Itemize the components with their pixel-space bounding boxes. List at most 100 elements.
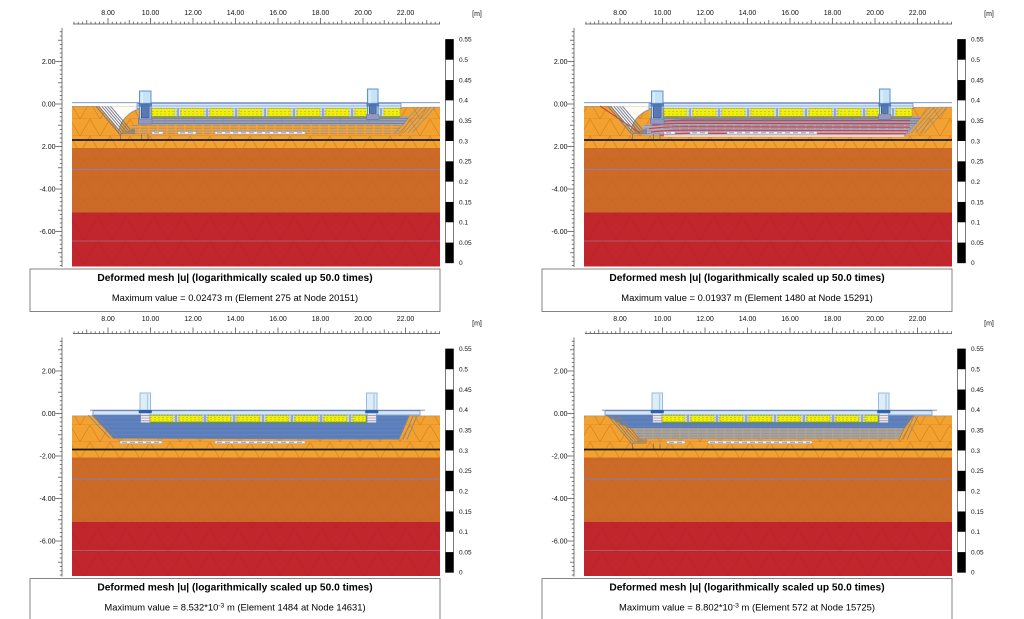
svg-text:Maximum value = 0.02473 m (Ele: Maximum value = 0.02473 m (Element 275 a… bbox=[112, 292, 358, 303]
svg-text:0.5: 0.5 bbox=[459, 367, 468, 374]
svg-text:0.3: 0.3 bbox=[971, 448, 980, 455]
svg-text:22.00: 22.00 bbox=[397, 10, 415, 17]
svg-text:Maximum value = 0.01937 m (Ele: Maximum value = 0.01937 m (Element 1480 … bbox=[621, 292, 872, 303]
svg-text:0.3: 0.3 bbox=[459, 448, 468, 455]
svg-text:0: 0 bbox=[971, 570, 975, 577]
svg-text:0.55: 0.55 bbox=[971, 37, 984, 44]
svg-text:[m]: [m] bbox=[472, 11, 482, 18]
svg-text:Deformed mesh |u| (logarithmic: Deformed mesh |u| (logarithmically scale… bbox=[609, 273, 884, 284]
svg-text:0.1: 0.1 bbox=[971, 220, 980, 227]
svg-text:0.55: 0.55 bbox=[971, 346, 984, 353]
svg-text:22.00: 22.00 bbox=[909, 316, 927, 323]
svg-text:16.00: 16.00 bbox=[781, 10, 799, 17]
svg-text:10.00: 10.00 bbox=[654, 316, 672, 323]
svg-text:0.55: 0.55 bbox=[459, 346, 472, 353]
svg-text:16.00: 16.00 bbox=[269, 316, 287, 323]
svg-text:0.1: 0.1 bbox=[459, 529, 468, 536]
svg-text:16.00: 16.00 bbox=[781, 316, 799, 323]
svg-text:0.00: 0.00 bbox=[554, 101, 568, 108]
svg-text:2.00: 2.00 bbox=[554, 59, 568, 66]
svg-text:0.1: 0.1 bbox=[459, 220, 468, 227]
svg-text:0.5: 0.5 bbox=[971, 57, 980, 64]
svg-text:8.00: 8.00 bbox=[613, 316, 627, 323]
svg-text:0.05: 0.05 bbox=[971, 240, 984, 247]
svg-text:0.15: 0.15 bbox=[459, 509, 472, 516]
svg-text:0.4: 0.4 bbox=[459, 98, 468, 105]
svg-text:Maximum value = 8.532*10-3 m (: Maximum value = 8.532*10-3 m (Element 14… bbox=[104, 602, 365, 613]
svg-text:12.00: 12.00 bbox=[696, 10, 714, 17]
svg-text:0.25: 0.25 bbox=[971, 159, 984, 166]
svg-text:Deformed mesh |u| (logarithmic: Deformed mesh |u| (logarithmically scale… bbox=[609, 583, 884, 594]
svg-text:0.00: 0.00 bbox=[554, 411, 568, 418]
svg-text:18.00: 18.00 bbox=[312, 316, 330, 323]
svg-text:18.00: 18.00 bbox=[824, 10, 842, 17]
svg-text:0.35: 0.35 bbox=[971, 427, 984, 434]
svg-text:20.00: 20.00 bbox=[866, 10, 884, 17]
svg-text:8.00: 8.00 bbox=[101, 316, 115, 323]
svg-text:12.00: 12.00 bbox=[696, 316, 714, 323]
svg-text:0.15: 0.15 bbox=[971, 509, 984, 516]
svg-text:14.00: 14.00 bbox=[739, 10, 757, 17]
svg-text:0.2: 0.2 bbox=[971, 488, 980, 495]
svg-text:2.00: 2.00 bbox=[42, 144, 56, 151]
svg-text:0.45: 0.45 bbox=[971, 387, 984, 394]
svg-text:0.35: 0.35 bbox=[971, 118, 984, 125]
svg-text:0.45: 0.45 bbox=[971, 77, 984, 84]
svg-text:10.00: 10.00 bbox=[654, 10, 672, 17]
svg-text:0.25: 0.25 bbox=[459, 468, 472, 475]
svg-text:Deformed mesh |u| (logarithmic: Deformed mesh |u| (logarithmically scale… bbox=[97, 273, 372, 284]
svg-text:0.3: 0.3 bbox=[971, 138, 980, 145]
svg-text:-4.00: -4.00 bbox=[40, 496, 56, 503]
svg-text:12.00: 12.00 bbox=[184, 316, 202, 323]
svg-text:[m]: [m] bbox=[984, 11, 994, 18]
svg-text:0.05: 0.05 bbox=[459, 549, 472, 556]
svg-text:20.00: 20.00 bbox=[866, 316, 884, 323]
svg-text:0.25: 0.25 bbox=[459, 159, 472, 166]
svg-text:-6.00: -6.00 bbox=[40, 538, 56, 545]
svg-text:0.15: 0.15 bbox=[459, 199, 472, 206]
svg-text:2.00: 2.00 bbox=[554, 368, 568, 375]
svg-text:14.00: 14.00 bbox=[739, 316, 757, 323]
svg-text:0.05: 0.05 bbox=[971, 549, 984, 556]
svg-text:[m]: [m] bbox=[472, 321, 482, 328]
svg-text:0.1: 0.1 bbox=[971, 529, 980, 536]
svg-text:0.15: 0.15 bbox=[971, 199, 984, 206]
svg-text:-6.00: -6.00 bbox=[40, 229, 56, 236]
svg-text:0.2: 0.2 bbox=[971, 179, 980, 186]
svg-text:-6.00: -6.00 bbox=[552, 229, 568, 236]
svg-text:22.00: 22.00 bbox=[397, 316, 415, 323]
svg-text:2.00: 2.00 bbox=[42, 59, 56, 66]
svg-text:0.55: 0.55 bbox=[459, 37, 472, 44]
svg-text:8.00: 8.00 bbox=[101, 10, 115, 17]
svg-text:14.00: 14.00 bbox=[227, 10, 245, 17]
svg-text:0.35: 0.35 bbox=[459, 427, 472, 434]
svg-text:20.00: 20.00 bbox=[354, 316, 372, 323]
svg-text:Deformed mesh |u| (logarithmic: Deformed mesh |u| (logarithmically scale… bbox=[97, 583, 372, 594]
svg-text:10.00: 10.00 bbox=[142, 10, 160, 17]
svg-text:0.45: 0.45 bbox=[459, 77, 472, 84]
svg-text:0.5: 0.5 bbox=[971, 367, 980, 374]
svg-text:0.25: 0.25 bbox=[971, 468, 984, 475]
svg-text:-4.00: -4.00 bbox=[552, 186, 568, 193]
svg-text:0.05: 0.05 bbox=[459, 240, 472, 247]
svg-text:Maximum value = 8.802*10-3 m (: Maximum value = 8.802*10-3 m (Element 57… bbox=[619, 602, 875, 613]
svg-text:0: 0 bbox=[459, 260, 463, 267]
svg-text:0.4: 0.4 bbox=[971, 98, 980, 105]
svg-text:0: 0 bbox=[971, 260, 975, 267]
svg-text:0.5: 0.5 bbox=[459, 57, 468, 64]
svg-text:0.2: 0.2 bbox=[459, 179, 468, 186]
svg-text:22.00: 22.00 bbox=[909, 10, 927, 17]
svg-text:-6.00: -6.00 bbox=[552, 538, 568, 545]
svg-text:2.00: 2.00 bbox=[42, 368, 56, 375]
svg-text:0.2: 0.2 bbox=[459, 488, 468, 495]
svg-text:-2.00: -2.00 bbox=[552, 453, 568, 460]
svg-text:-4.00: -4.00 bbox=[552, 496, 568, 503]
svg-text:0.35: 0.35 bbox=[459, 118, 472, 125]
svg-text:0.00: 0.00 bbox=[42, 411, 56, 418]
svg-text:16.00: 16.00 bbox=[269, 10, 287, 17]
svg-text:[m]: [m] bbox=[984, 321, 994, 328]
svg-text:20.00: 20.00 bbox=[354, 10, 372, 17]
svg-text:0.4: 0.4 bbox=[971, 407, 980, 414]
svg-text:0.00: 0.00 bbox=[42, 101, 56, 108]
svg-text:10.00: 10.00 bbox=[142, 316, 160, 323]
